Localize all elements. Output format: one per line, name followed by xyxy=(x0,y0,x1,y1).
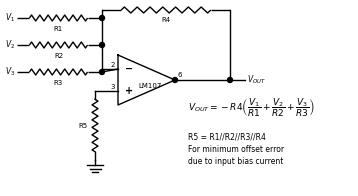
Circle shape xyxy=(100,70,105,74)
Text: 6: 6 xyxy=(178,72,183,78)
Text: $V_2$: $V_2$ xyxy=(5,39,15,51)
Circle shape xyxy=(227,77,232,83)
Text: −: − xyxy=(125,64,133,74)
Text: R2: R2 xyxy=(54,53,63,59)
Text: $V_{OUT} = -R4\left(\dfrac{V_1}{R1}+\dfrac{V_2}{R2}+\dfrac{V_3}{R3}\right)$: $V_{OUT} = -R4\left(\dfrac{V_1}{R1}+\dfr… xyxy=(188,97,315,119)
Text: R5: R5 xyxy=(78,122,88,129)
Text: R4: R4 xyxy=(161,17,170,23)
Text: R3: R3 xyxy=(54,80,63,86)
Text: $V_{OUT}$: $V_{OUT}$ xyxy=(247,74,266,86)
Text: 2: 2 xyxy=(111,62,115,68)
Text: For minimum offset error: For minimum offset error xyxy=(188,145,284,154)
Text: $V_3$: $V_3$ xyxy=(5,66,15,78)
Text: LM107: LM107 xyxy=(139,83,162,89)
Text: due to input bias current: due to input bias current xyxy=(188,157,284,166)
Circle shape xyxy=(100,43,105,47)
Text: +: + xyxy=(125,86,133,96)
Text: 3: 3 xyxy=(111,84,115,90)
Circle shape xyxy=(100,15,105,21)
Text: R1: R1 xyxy=(54,26,63,32)
Circle shape xyxy=(173,77,178,83)
Text: $V_1$: $V_1$ xyxy=(5,12,15,24)
Text: R5 = R1//R2//R3//R4: R5 = R1//R2//R3//R4 xyxy=(188,132,266,141)
